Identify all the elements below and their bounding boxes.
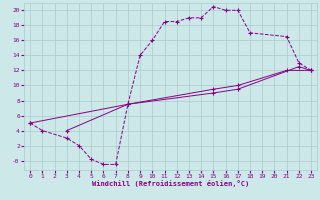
- X-axis label: Windchill (Refroidissement éolien,°C): Windchill (Refroidissement éolien,°C): [92, 180, 249, 187]
